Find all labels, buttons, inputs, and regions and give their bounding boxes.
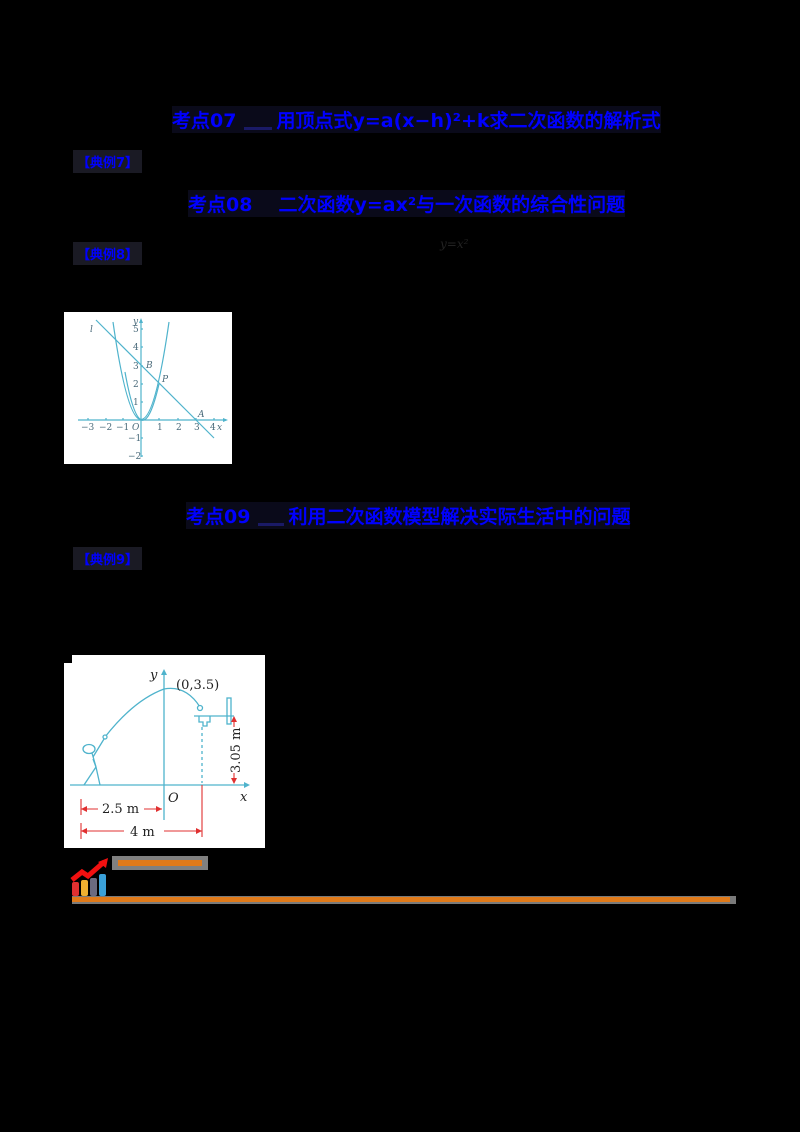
section-09-number: 考点09 [186,506,251,528]
section-09-separator [258,523,285,526]
x-tick: −1 [116,423,129,433]
x-axis-label: x [240,790,248,805]
section-09-heading: 考点09 利用二次函数模型解决实际生活中的问题 [186,502,631,529]
basketball-svg: y (0,3.5) x O 2.5 m 4 m 3.05 m [64,655,250,840]
line-l [95,319,215,439]
point-p-label: P [161,375,169,385]
section-07-title: 用顶点式y=a(x−h)²+k求二次函数的解析式 [276,110,661,132]
footer-logo [70,856,110,898]
chart-logo-icon [70,858,108,896]
section-08-number: 考点08 [188,194,253,216]
section-07-separator [244,127,273,130]
y-tick: 3 [133,362,139,372]
example-9-label: 【典例9】 [73,547,143,570]
hoop-height: 3.05 m [229,728,244,773]
distance-2-5m: 2.5 m [102,802,139,817]
y-tick: 4 [133,343,139,353]
section-08-heading: 考点08 二次函数y=ax²与一次函数的综合性问题 [188,190,626,217]
point-b-label: B [145,361,153,371]
parabola-inner [124,371,160,421]
origin-label: O [132,423,140,433]
x-tick: 4 [210,423,216,433]
ball-trajectory [104,687,201,738]
section-07-number: 考点07 [172,110,237,132]
x-tick: 1 [157,423,163,433]
y-tick: −2 [128,452,141,462]
line-l-label: l [90,325,93,335]
distance-4m: 4 m [130,825,155,840]
y-tick: 1 [133,398,139,408]
section-08-title: 二次函数y=ax²与一次函数的综合性问题 [278,194,626,216]
figure-basketball: y (0,3.5) x O 2.5 m 4 m 3.05 m [64,655,265,848]
footer-rule [72,897,730,902]
origin-label: O [168,791,179,806]
section-07-heading: 考点07 用顶点式y=a(x−h)²+k求二次函数的解析式 [172,106,661,133]
formula-inline: y=x² [440,237,469,251]
x-tick: −2 [99,423,112,433]
graph-svg: l B P A O x y −3 −2 −1 1 2 3 4 5 4 3 2 1… [78,317,228,462]
x-tick: −3 [81,423,95,433]
x-axis-label: x [217,423,222,433]
x-tick: 3 [194,423,200,433]
y-tick: −1 [128,434,141,444]
example-7-label: 【典例7】 [73,150,143,173]
section-09-title: 利用二次函数模型解决实际生活中的问题 [288,506,631,528]
y-axis-label: y [132,317,139,327]
vertex-label: (0,3.5) [176,678,219,693]
figure-parabola-line: l B P A O x y −3 −2 −1 1 2 3 4 5 4 3 2 1… [64,312,232,464]
example-8-label: 【典例8】 [73,242,143,265]
x-tick: 2 [176,423,182,433]
footer-title-bar [112,856,208,870]
y-tick: 5 [133,325,139,335]
y-axis-label: y [149,668,158,683]
point-a-label: A [197,410,205,420]
y-tick: 2 [133,380,139,390]
